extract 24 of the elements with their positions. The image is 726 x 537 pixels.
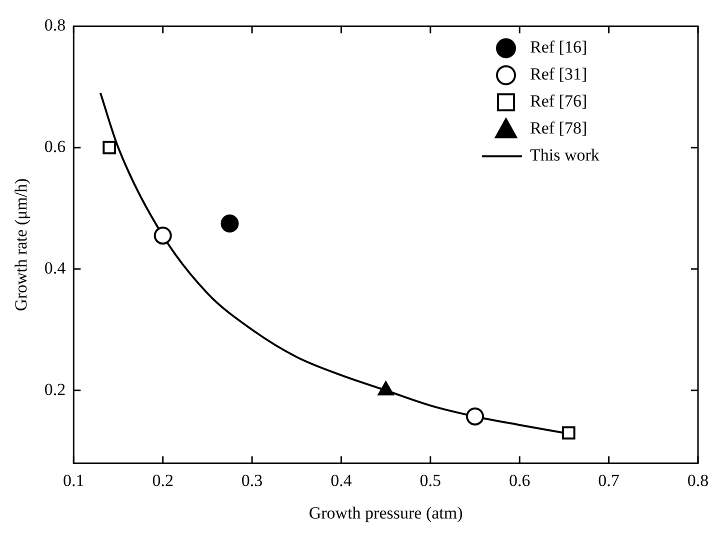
- x-tick-label: 0.1: [63, 470, 84, 490]
- legend-label: This work: [530, 146, 600, 165]
- point: [154, 226, 172, 245]
- point: [466, 407, 484, 426]
- x-tick-label: 0.7: [598, 470, 620, 490]
- x-tick-label: 0.8: [687, 470, 709, 490]
- point: [102, 140, 116, 154]
- y-tick-label: 0.6: [44, 137, 66, 156]
- y-axis-title: Growth rate (μm/h): [12, 178, 31, 312]
- x-axis-title: Growth pressure (atm): [308, 503, 463, 522]
- legend-label: Ref [16]: [530, 38, 588, 57]
- y-tick-label: 0.2: [44, 380, 66, 399]
- x-tick-label: 0.3: [241, 470, 263, 490]
- x-tick-label: 0.2: [152, 470, 174, 490]
- y-tick-label: 0.4: [44, 258, 66, 278]
- legend-label: Ref [31]: [530, 64, 588, 84]
- point: [220, 214, 239, 232]
- x-tick-label: 0.6: [508, 470, 530, 490]
- x-tick-label: 0.4: [330, 470, 352, 490]
- legend-label: Ref [78]: [530, 118, 588, 138]
- legend-label: Ref [76]: [530, 92, 588, 111]
- x-tick-label: 0.5: [420, 470, 442, 490]
- y-tick-label: 0.8: [44, 16, 66, 35]
- point: [562, 426, 576, 440]
